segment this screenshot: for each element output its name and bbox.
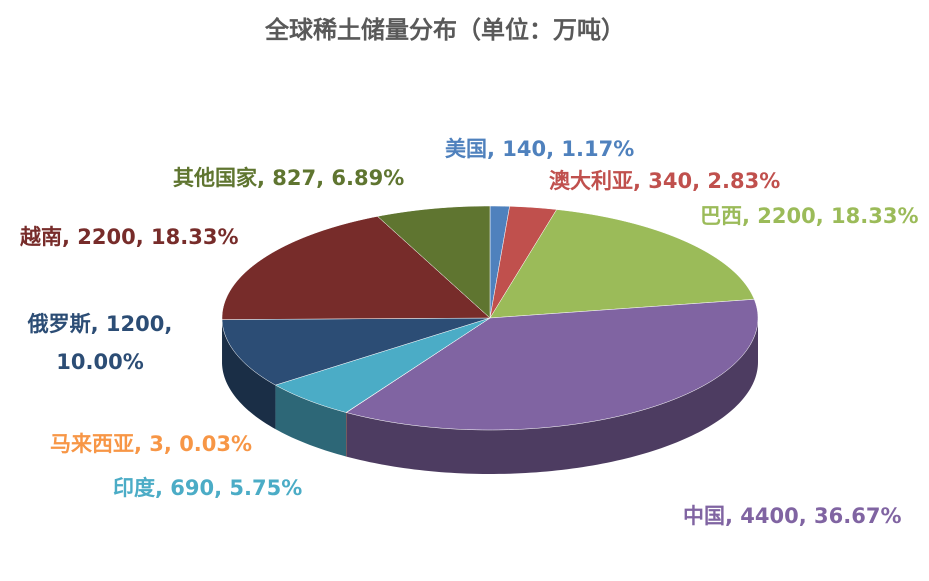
slice-side xyxy=(275,385,347,457)
data-label: 马来西亚, 3, 0.03% xyxy=(50,432,253,456)
data-label: 巴西, 2200, 18.33% xyxy=(700,204,919,228)
slice xyxy=(377,205,491,319)
chart-title: 全球稀土储量分布（单位：万吨） xyxy=(265,16,625,44)
slice xyxy=(221,317,491,386)
slice-side xyxy=(346,318,758,474)
data-label: 中国, 4400, 36.67% xyxy=(683,504,902,528)
slice xyxy=(489,209,755,319)
slice xyxy=(274,317,491,413)
data-label: 印度, 690, 5.75% xyxy=(113,476,303,500)
slice xyxy=(489,206,558,319)
slice-side xyxy=(222,319,276,430)
data-label: 澳大利亚, 340, 2.83% xyxy=(549,169,781,193)
data-label: 俄罗斯, 1200, 10.00% xyxy=(27,312,173,374)
slice xyxy=(345,299,759,431)
data-label: 美国, 140, 1.17% xyxy=(445,137,635,161)
data-label: 其他国家, 827, 6.89% xyxy=(173,166,405,190)
data-label: 越南, 2200, 18.33% xyxy=(20,225,239,249)
slice xyxy=(221,216,491,320)
